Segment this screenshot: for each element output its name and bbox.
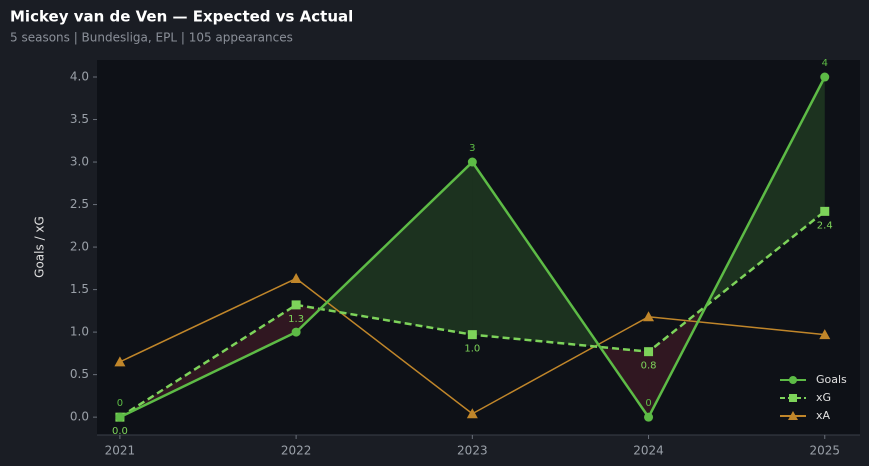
plot-area <box>97 60 860 435</box>
x-tick-label: 2023 <box>457 444 488 458</box>
legend-label: xG <box>816 391 831 404</box>
data-label: 0.8 <box>641 361 657 372</box>
y-tick-label: 0.5 <box>70 367 89 381</box>
point <box>467 157 477 167</box>
point <box>820 206 830 216</box>
x-tick-label: 2022 <box>281 444 312 458</box>
x-tick-label: 2024 <box>633 444 664 458</box>
y-tick-label: 2.0 <box>70 240 89 254</box>
x-tick-label: 2021 <box>105 444 136 458</box>
point <box>291 327 301 337</box>
y-tick-label: 2.5 <box>70 197 89 211</box>
data-label: 0 <box>645 398 651 409</box>
point <box>115 412 125 422</box>
difference-area <box>320 162 473 335</box>
point <box>291 300 301 310</box>
point <box>644 412 654 422</box>
point <box>644 347 654 357</box>
x-tick-label: 2025 <box>809 444 840 458</box>
point <box>114 356 126 367</box>
data-label: 3 <box>469 143 475 154</box>
data-label: 0.0 <box>112 426 128 437</box>
point <box>819 329 831 340</box>
legend-marker <box>789 376 797 384</box>
point <box>467 330 477 340</box>
data-label: 4 <box>822 58 828 69</box>
difference-area <box>119 304 297 418</box>
legend-label: xA <box>816 409 831 422</box>
legend-label: Goals <box>816 373 847 386</box>
point <box>466 408 478 419</box>
point <box>290 273 302 284</box>
point <box>820 72 830 82</box>
chart-title: Mickey van de Ven — Expected vs Actual <box>10 8 353 26</box>
legend-marker <box>789 394 797 402</box>
y-tick-label: 4.0 <box>70 70 89 84</box>
point <box>643 311 655 322</box>
data-label: 2.4 <box>817 220 833 231</box>
chart-subtitle: 5 seasons | Bundesliga, EPL | 105 appear… <box>10 31 293 45</box>
y-axis-label: Goals / xG <box>33 216 47 278</box>
data-label: 1.3 <box>288 314 304 325</box>
data-label: 0 <box>117 398 123 409</box>
y-tick-label: 3.5 <box>70 112 89 126</box>
y-tick-label: 1.0 <box>70 325 89 339</box>
data-label: 1.0 <box>464 344 480 355</box>
legend-marker <box>788 411 798 420</box>
y-tick-label: 0.0 <box>70 410 89 424</box>
y-tick-label: 1.5 <box>70 282 89 296</box>
y-tick-label: 3.0 <box>70 155 89 169</box>
